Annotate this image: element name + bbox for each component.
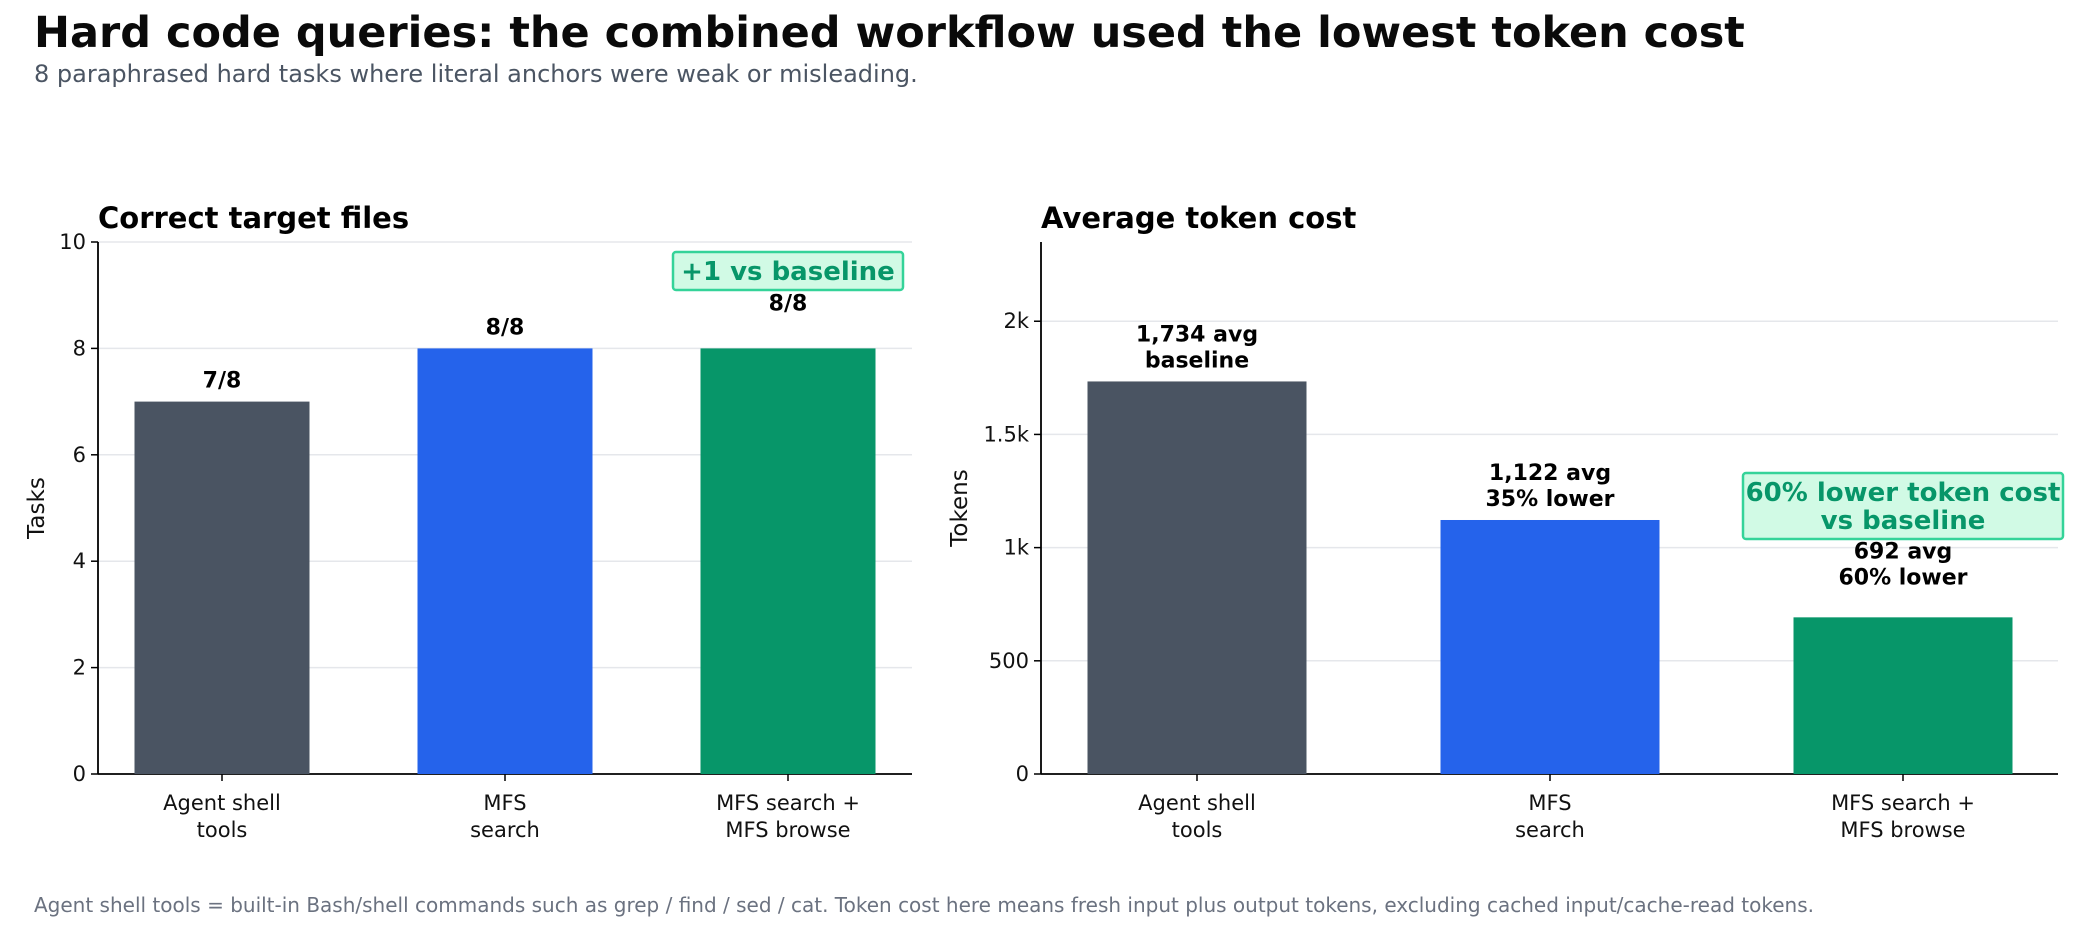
footnote: Agent shell tools = built-in Bash/shell … [34, 893, 1814, 917]
bar [1087, 381, 1307, 774]
callout-text: vs baseline [1821, 506, 1986, 536]
bar [417, 348, 593, 774]
page-subtitle: 8 paraphrased hard tasks where literal a… [34, 60, 918, 88]
value-label: 60% lower [1838, 565, 1967, 590]
value-label: 7/8 [203, 369, 242, 394]
chart-title: Correct target files [98, 201, 409, 235]
x-tick-label: MFS browse [1840, 818, 1965, 842]
y-tick-label: 8 [73, 336, 86, 360]
y-tick-label: 0 [1016, 762, 1029, 786]
x-tick-label: MFS [1528, 791, 1571, 815]
chart-average-token-cost: Average token cost 0 500 1k 1.5k 2k Tokens Agen… [947, 201, 2065, 842]
y-tick-label: 500 [989, 649, 1029, 673]
chart-correct-target-files: Correct target files 0 2 4 6 8 10 Tasks Agent sh… [24, 201, 912, 842]
chart-title: Average token cost [1041, 201, 1356, 235]
callout-box [671, 250, 905, 292]
value-label: 8/8 [486, 315, 525, 340]
x-tick-label: MFS search + [1831, 791, 1975, 815]
callout-text: +1 vs baseline [681, 257, 895, 287]
value-label: 8/8 [769, 291, 808, 316]
y-tick-label: 2k [1003, 309, 1029, 333]
value-label: 1,734 avg [1136, 322, 1258, 347]
x-tick-label: tools [197, 818, 248, 842]
y-axis-label: Tokens [947, 469, 973, 547]
y-tick-label: 6 [73, 443, 86, 467]
x-tick-label: MFS search + [716, 791, 860, 815]
callout-box [1741, 471, 2065, 541]
value-label: 35% lower [1485, 487, 1614, 512]
x-tick-label: tools [1172, 818, 1223, 842]
x-tick-label: MFS [483, 791, 526, 815]
value-label: 692 avg [1854, 539, 1953, 564]
y-tick-label: 2 [73, 656, 86, 680]
value-label: baseline [1145, 348, 1249, 373]
y-axis-label: Tasks [24, 477, 50, 540]
y-tick-label: 1k [1003, 536, 1029, 560]
bar [700, 348, 876, 774]
x-tick-label: search [470, 818, 540, 842]
bar [134, 401, 310, 774]
callout-text: 60% lower token cost [1746, 478, 2061, 508]
x-tick-label: Agent shell [1138, 791, 1256, 815]
page-title: Hard code queries: the combined workflow… [34, 8, 1745, 58]
y-tick-label: 10 [59, 230, 86, 254]
bar [1440, 519, 1660, 774]
y-tick-label: 0 [73, 762, 86, 786]
value-label: 1,122 avg [1489, 461, 1611, 486]
x-tick-label: search [1515, 818, 1585, 842]
x-tick-label: MFS browse [725, 818, 850, 842]
x-tick-label: Agent shell [163, 791, 281, 815]
y-tick-label: 1.5k [983, 422, 1029, 446]
bar [1793, 617, 2013, 774]
y-tick-label: 4 [73, 549, 86, 573]
